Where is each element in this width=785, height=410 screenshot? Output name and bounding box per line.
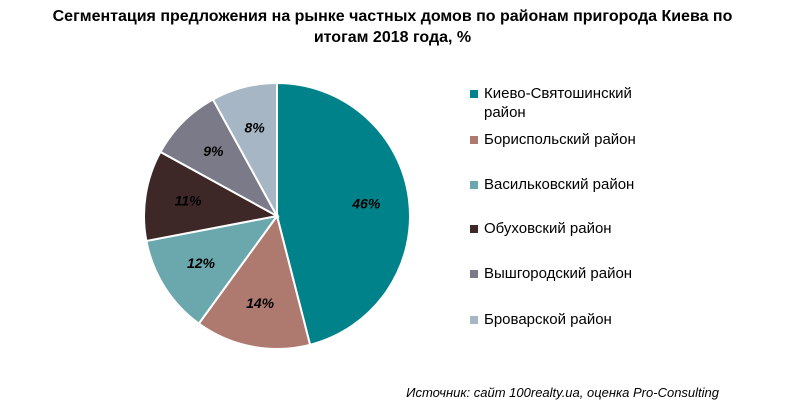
chart-title-line-2: итогам 2018 года, %	[313, 29, 472, 46]
pie-value-label-0: 46%	[351, 195, 381, 211]
legend-swatch-4	[470, 270, 478, 278]
pie-slice-5	[211, 81, 278, 217]
legend-item-4: Вышгородский район	[470, 264, 674, 283]
legend-label-3: Обуховский район	[484, 220, 612, 237]
legend-label-1: Бориспольский район	[484, 131, 636, 148]
pie-slices	[143, 81, 411, 350]
legend-item-1: Бориспольский район	[470, 130, 674, 149]
chart-title-line-1: Сегментация предложения на рынке частных…	[52, 8, 733, 25]
legend-label-2: Васильковский район	[484, 176, 635, 193]
legend-label-0: Киево-Святошинский район	[484, 85, 632, 121]
legend-label-4: Вышгородский район	[484, 265, 633, 282]
pie-value-label-5: 8%	[245, 120, 266, 136]
legend-item-3: Обуховский район	[470, 219, 674, 238]
pie-value-labels: 46% 14% 12% 11% 9% 8%	[175, 120, 381, 312]
legend-item-5: Броварской район	[470, 310, 674, 329]
pie-slice-2	[145, 214, 280, 325]
pie-slice-1	[197, 213, 312, 350]
legend-swatch-1	[470, 136, 478, 144]
legend-swatch-0	[470, 90, 478, 98]
legend-item-0: Киево-Святошинский район	[470, 84, 674, 122]
pie-slice-0	[276, 81, 411, 347]
pie-slice-3	[143, 150, 280, 243]
pie-value-label-1: 14%	[246, 295, 275, 311]
pie-value-label-3: 11%	[175, 193, 203, 209]
pie-value-label-4: 9%	[203, 143, 224, 159]
chart-title: Сегментация предложения на рынке частных…	[0, 6, 785, 48]
legend-swatch-5	[470, 316, 478, 324]
legend-label-5: Броварской район	[484, 311, 612, 328]
source-note: Источник: сайт 100realty.ua, оценка Pro-…	[406, 385, 719, 400]
pie-value-label-2: 12%	[187, 255, 216, 271]
legend-item-2: Васильковский район	[470, 175, 674, 194]
legend-swatch-2	[470, 181, 478, 189]
legend-swatch-3	[470, 225, 478, 233]
